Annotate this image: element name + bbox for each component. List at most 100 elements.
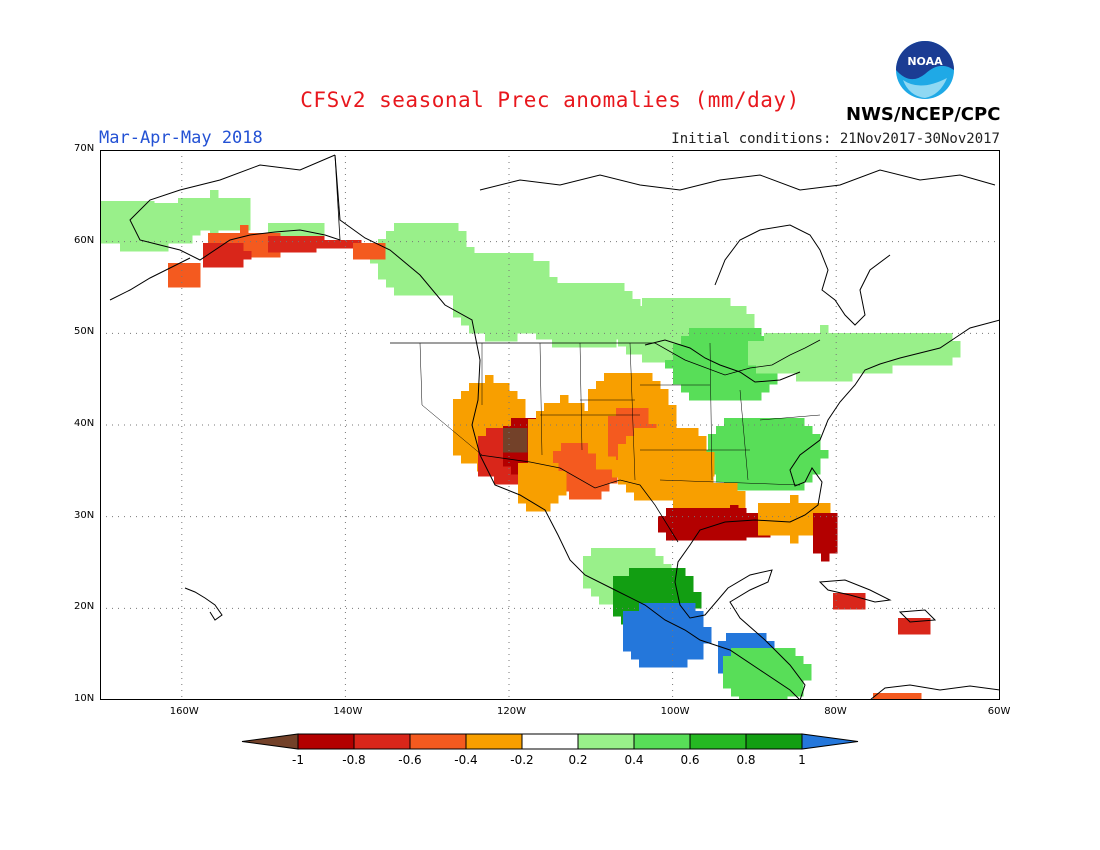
anomaly-cell <box>593 475 602 484</box>
anomaly-cell <box>655 643 664 652</box>
anomaly-cell <box>716 474 725 483</box>
anomaly-cell <box>458 239 467 248</box>
anomaly-cell <box>640 408 649 417</box>
anomaly-cell <box>756 442 765 451</box>
anomaly-cell <box>764 365 773 374</box>
anomaly-cell <box>434 271 443 280</box>
anomaly-cell <box>528 435 537 444</box>
anomaly-cell <box>864 333 873 342</box>
anomaly-cell <box>888 349 897 358</box>
anomaly-cell <box>485 309 494 318</box>
anomaly-cell <box>655 635 664 644</box>
anomaly-cell <box>804 333 813 342</box>
coastline-mainland <box>334 154 1000 700</box>
anomaly-cell <box>860 365 869 374</box>
anomaly-cell <box>493 293 502 302</box>
anomaly-cell <box>857 601 866 610</box>
anomaly-cell <box>426 255 435 264</box>
anomaly-cell <box>426 231 435 240</box>
anomaly-cell <box>178 214 187 223</box>
anomaly-cell <box>821 537 830 546</box>
anomaly-cell <box>442 271 451 280</box>
anomaly-cell <box>739 656 748 665</box>
anomaly-cell <box>626 444 635 453</box>
anomaly-cell <box>682 306 691 315</box>
anomaly-cell <box>232 233 241 242</box>
anomaly-cell <box>671 603 680 612</box>
anomaly-cell <box>609 475 618 484</box>
anomaly-cell <box>756 418 765 427</box>
anomaly-cell <box>584 307 593 316</box>
anomaly-cell <box>584 291 593 300</box>
anomaly-cell <box>920 341 929 350</box>
anomaly-cell <box>731 656 740 665</box>
anomaly-cell <box>369 243 378 252</box>
anomaly-cell <box>706 322 715 331</box>
anomaly-cell <box>453 301 462 310</box>
anomaly-cell <box>607 548 616 557</box>
anomaly-cell <box>763 688 772 697</box>
anomaly-cell <box>517 325 526 334</box>
anomaly-cell <box>568 427 577 436</box>
anomaly-cell <box>485 277 494 286</box>
anomaly-cell <box>626 476 635 485</box>
anomaly-cell <box>518 479 527 488</box>
anomaly-cell <box>536 331 545 340</box>
anomaly-cell <box>600 307 609 316</box>
anomaly-cell <box>697 499 706 508</box>
anomaly-cell <box>618 444 627 453</box>
anomaly-cell <box>671 651 680 660</box>
anomaly-cell <box>112 227 121 236</box>
anomaly-cell <box>788 450 797 459</box>
anomaly-cell <box>729 376 738 385</box>
anomaly-cell <box>644 389 653 398</box>
anomaly-cell <box>637 592 646 601</box>
anomaly-cell <box>549 277 558 286</box>
anomaly-cell <box>788 434 797 443</box>
anomaly-cell <box>647 619 656 628</box>
anomaly-cell <box>729 491 738 500</box>
anomaly-cell <box>669 584 678 593</box>
anomaly-cell <box>621 576 630 585</box>
anomaly-cell <box>795 688 804 697</box>
anomaly-cell <box>650 484 659 493</box>
anomaly-cell <box>634 314 643 323</box>
anomaly-cell <box>461 399 470 408</box>
anomaly-cell <box>618 330 627 339</box>
anomaly-cell <box>755 672 764 681</box>
anomaly-cell <box>461 317 470 326</box>
anomaly-cell <box>880 341 889 350</box>
anomaly-cell <box>713 384 722 393</box>
anomaly-cell <box>203 243 212 252</box>
color-bar-label: 0.6 <box>680 753 699 767</box>
anomaly-cell <box>321 240 330 249</box>
anomaly-cell <box>442 239 451 248</box>
anomaly-cell <box>666 314 675 323</box>
anomaly-cell <box>674 306 683 315</box>
anomaly-cell <box>748 434 757 443</box>
anomaly-cell <box>526 479 535 488</box>
anomaly-cell <box>618 468 627 477</box>
anomaly-cell <box>732 450 741 459</box>
anomaly-cell <box>698 460 707 469</box>
anomaly-cell <box>541 269 550 278</box>
anomaly-cell <box>600 331 609 340</box>
anomaly-cell <box>658 306 667 315</box>
anomaly-cell <box>192 227 201 236</box>
anomaly-cell <box>689 499 698 508</box>
anomaly-cell <box>100 209 107 218</box>
anomaly-cell <box>418 255 427 264</box>
anomaly-cell <box>779 680 788 689</box>
anomaly-cell <box>829 521 838 530</box>
anomaly-cell <box>822 503 831 512</box>
lat-tick-label: 60N <box>74 234 95 246</box>
anomaly-cell <box>544 283 553 292</box>
anomaly-cell <box>764 482 773 491</box>
anomaly-cell <box>469 253 478 262</box>
anomaly-cell <box>697 360 706 369</box>
anomaly-cell <box>695 619 704 628</box>
anomaly-cell <box>928 349 937 358</box>
anomaly-cell <box>841 593 850 602</box>
anomaly-cell <box>146 209 155 218</box>
anomaly-cell <box>378 263 387 272</box>
